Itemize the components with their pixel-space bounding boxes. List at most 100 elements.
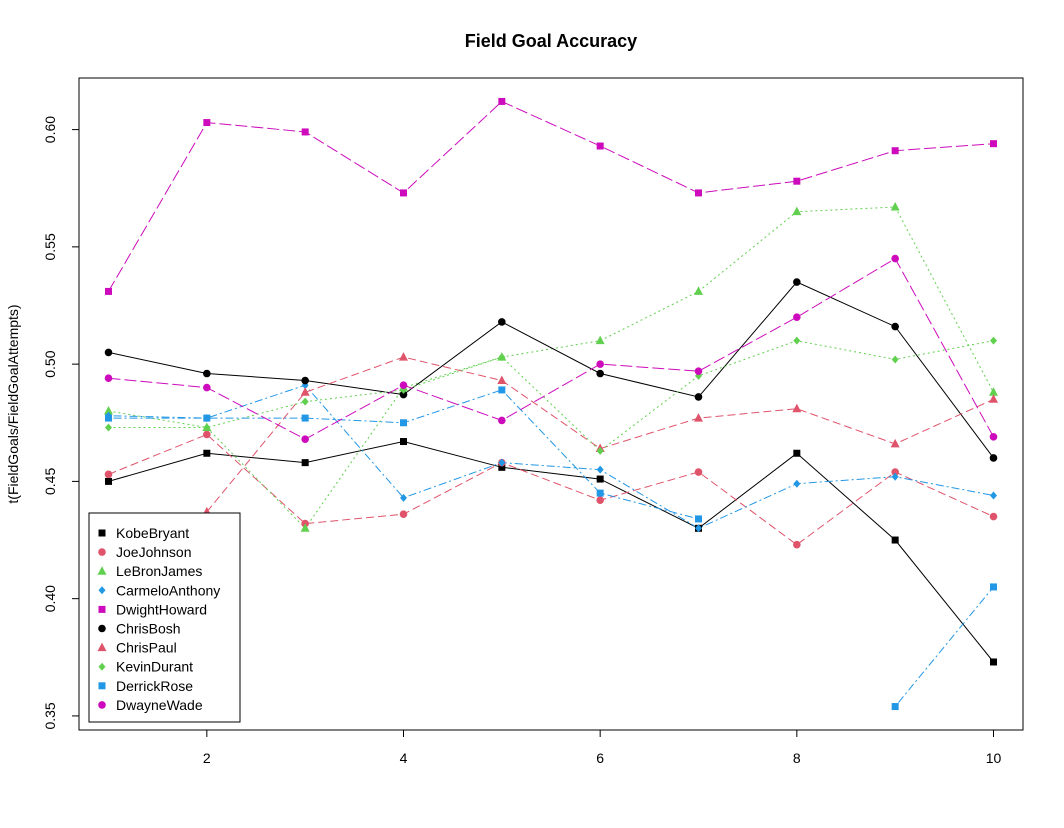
data-point-chrispaul (890, 438, 900, 448)
data-point-chrisbosh (301, 376, 309, 385)
data-point-dwaynewade (203, 383, 211, 392)
y-axis-label: t(FieldGoals/FieldGoalAttempts) (5, 304, 21, 503)
legend-marker-derrickrose (98, 682, 106, 690)
data-point-dwighthoward (596, 142, 604, 150)
data-point-dwaynewade (891, 254, 899, 263)
data-point-joejohnson (203, 430, 211, 439)
data-point-lebronjames (694, 286, 703, 295)
data-point-derrickrose (891, 703, 899, 711)
data-point-carmeloanthony (793, 479, 801, 488)
data-point-kevindurant (105, 423, 112, 432)
data-point-chrisbosh (104, 348, 113, 357)
data-point-chrispaul (497, 375, 507, 385)
data-point-kobebryant (498, 463, 506, 471)
data-point-derrickrose (596, 489, 604, 497)
y-tick-label: 0.40 (42, 585, 58, 612)
series-line-lebronjames (108, 206, 994, 530)
data-point-kevindurant (301, 397, 309, 406)
data-point-chrisbosh (891, 322, 899, 331)
data-point-kobebryant (400, 438, 407, 446)
legend-marker-chrispaul (97, 642, 107, 652)
data-point-kobebryant (990, 658, 997, 666)
data-point-chrisbosh (694, 393, 703, 401)
data-point-kobebryant (891, 536, 899, 544)
data-point-carmeloanthony (596, 465, 604, 474)
series-line-joejohnson (108, 433, 994, 546)
data-point-dwaynewade (301, 435, 309, 443)
data-point-chrispaul (694, 413, 703, 422)
data-point-kobebryant (301, 459, 309, 467)
data-point-carmeloanthony (400, 493, 407, 502)
data-point-derrickrose (695, 515, 702, 523)
legend-label: KevinDurant (116, 659, 193, 675)
y-axis: 0.35 0.40 0.45 0.50 0.55 0.60 (42, 116, 80, 730)
x-tick-label: 6 (596, 750, 604, 766)
legend: KobeBryant JoeJohnson LeBronJames CarmeloAn… (88, 512, 241, 723)
data-point-dwaynewade (793, 313, 801, 322)
y-tick-label: 0.55 (42, 233, 58, 260)
data-point-dwighthoward (793, 177, 801, 185)
data-point-dwaynewade (104, 374, 113, 383)
data-point-derrickrose (105, 414, 112, 422)
legend-marker-lebronjames (97, 566, 107, 575)
legend-marker-dwighthoward (98, 605, 106, 613)
data-point-kobebryant (105, 477, 112, 485)
x-tick-label: 10 (986, 750, 1002, 766)
series-line-dwaynewade (108, 257, 994, 440)
data-point-joejohnson (989, 512, 998, 521)
legend-marker-joejohnson (98, 548, 106, 556)
data-point-kevindurant (203, 423, 211, 432)
series-line-carmeloanthony (108, 384, 994, 529)
y-tick-label: 0.45 (42, 468, 58, 495)
data-point-kevindurant (891, 355, 899, 364)
legend-marker-chrisbosh (98, 624, 106, 633)
data-point-joejohnson (793, 540, 801, 549)
series-line-derrickrose (894, 586, 994, 707)
data-point-dwaynewade (694, 367, 703, 375)
legend-marker-kobebryant (98, 529, 106, 537)
data-point-chrisbosh (203, 369, 211, 378)
data-point-chrisbosh (793, 278, 801, 286)
data-point-carmeloanthony (891, 472, 899, 481)
data-point-derrickrose (203, 414, 211, 422)
y-tick-label: 0.50 (42, 350, 58, 377)
series-line-kevindurant (108, 340, 994, 452)
data-point-joejohnson (104, 470, 113, 479)
data-point-lebronjames (104, 406, 113, 415)
series-markers (104, 97, 998, 711)
data-point-chrisbosh (498, 318, 506, 326)
data-point-kevindurant (990, 336, 997, 345)
legend-box (88, 512, 241, 723)
data-point-joejohnson (891, 468, 899, 476)
series-line-chrispaul (206, 356, 994, 513)
data-point-dwighthoward (203, 119, 211, 127)
series-lines (108, 100, 994, 707)
series-line-kobebryant (108, 440, 994, 663)
legend-label: CarmeloAnthony (116, 582, 220, 598)
data-point-joejohnson (399, 510, 408, 519)
data-point-lebronjames (792, 206, 802, 216)
data-point-dwighthoward (891, 147, 899, 155)
data-point-dwighthoward (301, 128, 309, 136)
legend-marker-kevindurant (98, 662, 106, 671)
data-point-derrickrose (990, 583, 997, 591)
x-tick-label: 8 (793, 750, 801, 766)
data-point-kobebryant (596, 475, 604, 483)
data-point-kevindurant (596, 446, 604, 455)
data-point-carmeloanthony (695, 524, 702, 533)
data-point-chrispaul (989, 394, 998, 403)
legend-label: JoeJohnson (116, 544, 192, 560)
legend-label: DwayneWade (116, 697, 203, 713)
data-point-lebronjames (890, 201, 900, 211)
data-point-lebronjames (989, 387, 998, 396)
data-point-carmeloanthony (498, 458, 506, 467)
data-point-derrickrose (301, 414, 309, 422)
data-point-dwighthoward (498, 97, 506, 105)
series-line-chrisbosh (108, 281, 994, 459)
legend-label: DerrickRose (116, 678, 193, 694)
x-axis: 2 4 6 8 10 (203, 729, 1002, 766)
chart-title: Field Goal Accuracy (465, 31, 637, 51)
legend-label: ChrisBosh (116, 621, 181, 637)
data-point-lebronjames (300, 523, 310, 532)
